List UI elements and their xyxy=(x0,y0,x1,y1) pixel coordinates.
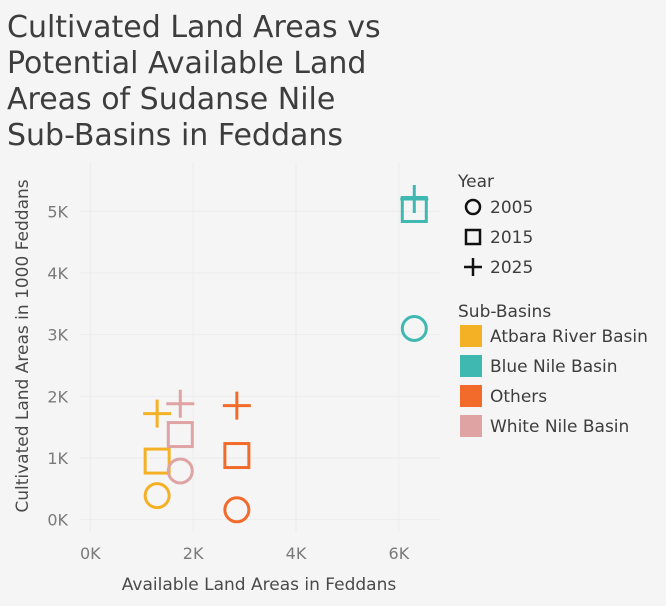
data-point-circle xyxy=(166,457,194,485)
x-tick-label: 6K xyxy=(389,544,410,563)
y-tick-label: 2K xyxy=(47,387,68,406)
y-tick-label: 5K xyxy=(47,202,68,221)
legend-swatch xyxy=(460,385,482,407)
chart-title-line: Potential Available Land xyxy=(7,46,366,81)
data-point-cross xyxy=(143,399,172,428)
legend-label-basin: Atbara River Basin xyxy=(490,327,648,347)
legend-swatch xyxy=(460,325,482,347)
legend-label-basin: Others xyxy=(490,387,547,407)
data-point-circle xyxy=(143,482,171,510)
legend-label-year: 2025 xyxy=(490,258,533,278)
legend: Year Sub-Basins 2005 2015 2025 Atbara River… xyxy=(457,172,648,437)
legend-swatch xyxy=(460,415,482,437)
chart-title-line: Cultivated Land Areas vs xyxy=(7,10,381,45)
x-tick-label: 4K xyxy=(286,544,307,563)
y-tick-label: 1K xyxy=(47,449,68,468)
data-points xyxy=(143,185,429,524)
y-tick-label: 0K xyxy=(47,511,68,530)
basin-legend-title: Sub-Basins xyxy=(458,302,551,322)
grid xyxy=(80,162,440,532)
data-point-circle xyxy=(400,315,428,342)
y-axis-title: Cultivated Land Areas in 1000 Feddans xyxy=(13,179,33,512)
legend-swatch xyxy=(460,355,482,377)
data-point-circle xyxy=(223,496,251,524)
data-point-cross xyxy=(400,185,429,213)
legend-label-year: 2015 xyxy=(490,228,533,248)
y-axis-ticks: 0K 1K 2K 3K 4K 5K xyxy=(47,202,68,529)
data-point-cross xyxy=(166,389,195,418)
chart-title-line: Areas of Sudanse Nile xyxy=(7,82,335,117)
x-tick-label: 2K xyxy=(183,544,204,563)
data-point-square xyxy=(223,442,251,470)
legend-label-basin: Blue Nile Basin xyxy=(490,357,617,377)
year-legend-title: Year xyxy=(457,172,494,192)
legend-key-circle xyxy=(464,198,482,216)
legend-key-cross xyxy=(464,258,482,276)
y-tick-label: 4K xyxy=(47,264,68,283)
x-axis-title: Available Land Areas in Feddans xyxy=(122,575,397,595)
chart-title-line: Sub-Basins in Feddans xyxy=(7,118,343,153)
legend-key-square xyxy=(464,228,482,246)
legend-label-basin: White Nile Basin xyxy=(490,417,629,437)
data-point-cross xyxy=(222,391,251,420)
y-tick-label: 3K xyxy=(47,326,68,345)
legend-label-year: 2005 xyxy=(490,198,533,218)
data-point-square xyxy=(143,447,171,475)
x-tick-label: 0K xyxy=(80,544,101,563)
data-point-square xyxy=(166,421,194,449)
x-axis-ticks: 0K 2K 4K 6K xyxy=(80,544,410,563)
